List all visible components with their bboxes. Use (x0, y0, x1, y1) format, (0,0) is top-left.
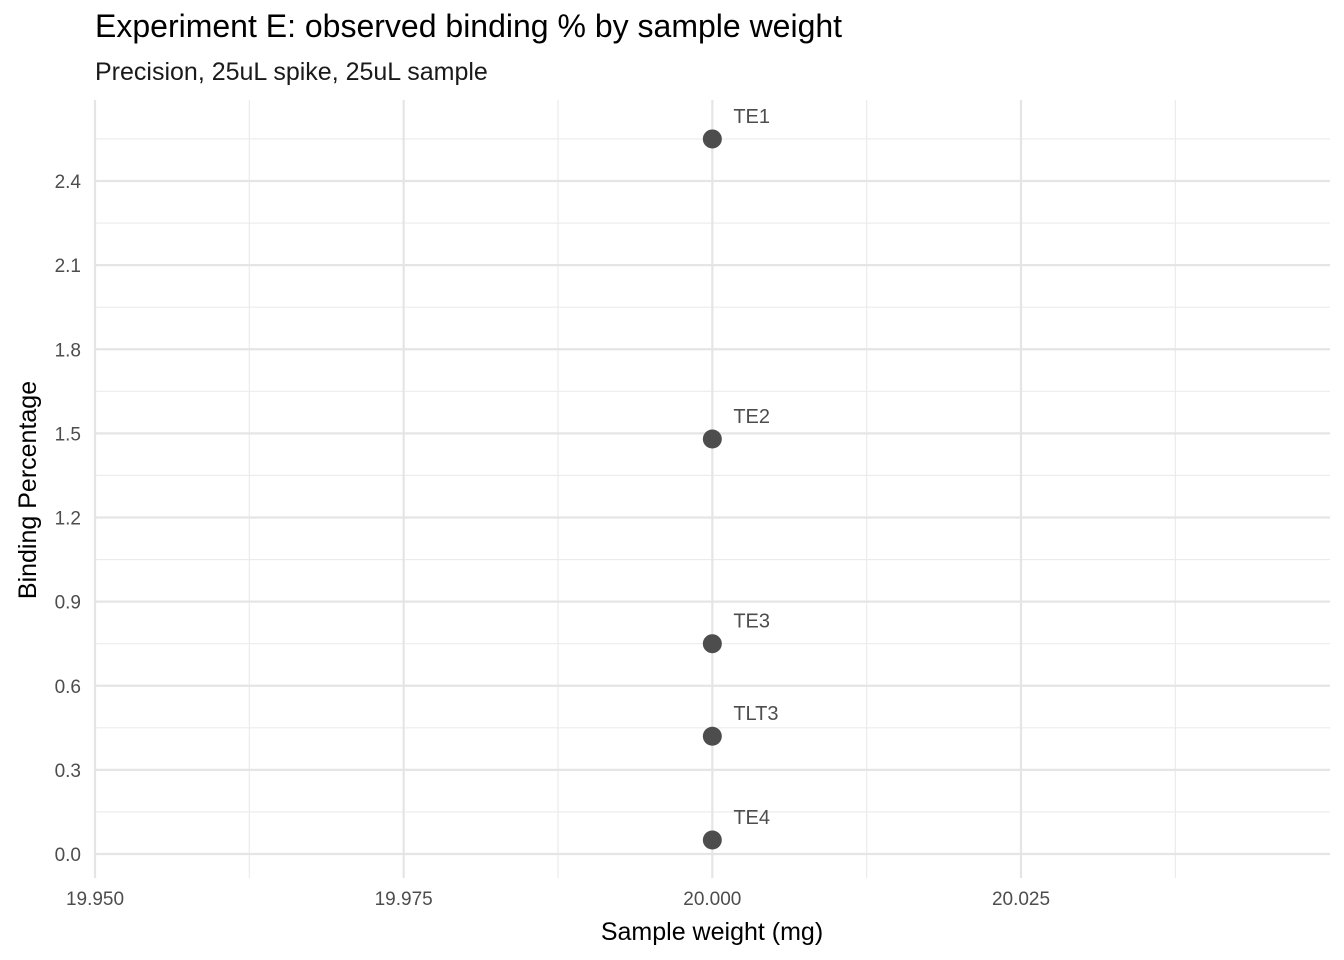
data-point (702, 726, 722, 746)
y-tick-label: 2.4 (55, 172, 82, 193)
data-point (702, 830, 722, 850)
x-tick-label: 19.950 (66, 889, 124, 910)
x-tick-label: 20.000 (683, 889, 741, 910)
x-tick-label: 19.975 (375, 889, 433, 910)
y-tick-label: 1.2 (55, 509, 81, 530)
y-axis-title: Binding Percentage (14, 381, 42, 599)
y-tick-label: 1.5 (55, 424, 81, 445)
major-gridlines (93, 100, 1330, 878)
x-tick-label: 20.025 (992, 889, 1050, 910)
data-point (702, 129, 722, 149)
y-tick-label: 0.0 (55, 845, 81, 866)
y-tick-label: 0.9 (55, 593, 81, 614)
data-point (702, 634, 722, 654)
x-axis-ticks: 19.950 19.975 20.000 20.025 (66, 889, 1050, 910)
y-tick-label: 1.8 (55, 340, 81, 361)
chart-subtitle: Precision, 25uL spike, 25uL sample (95, 58, 488, 86)
y-tick-label: 0.3 (55, 761, 81, 782)
data-point-label: TE4 (733, 807, 770, 829)
data-point-label: TLT3 (733, 703, 778, 725)
data-point-label: TE2 (733, 406, 770, 428)
y-tick-label: 0.6 (55, 677, 81, 698)
y-axis-ticks: 0.0 0.3 0.6 0.9 1.2 1.5 1.8 2.1 2.4 (55, 172, 82, 866)
chart-title: Experiment E: observed binding % by samp… (95, 8, 843, 44)
data-point (702, 429, 722, 449)
data-point-label: TE1 (733, 106, 770, 128)
data-points (702, 129, 722, 850)
y-tick-label: 2.1 (55, 256, 81, 277)
point-labels: TE1 TE2 TE3 TLT3 TE4 (733, 106, 778, 829)
data-point-label: TE3 (733, 611, 770, 633)
x-axis-title: Sample weight (mg) (601, 918, 823, 946)
